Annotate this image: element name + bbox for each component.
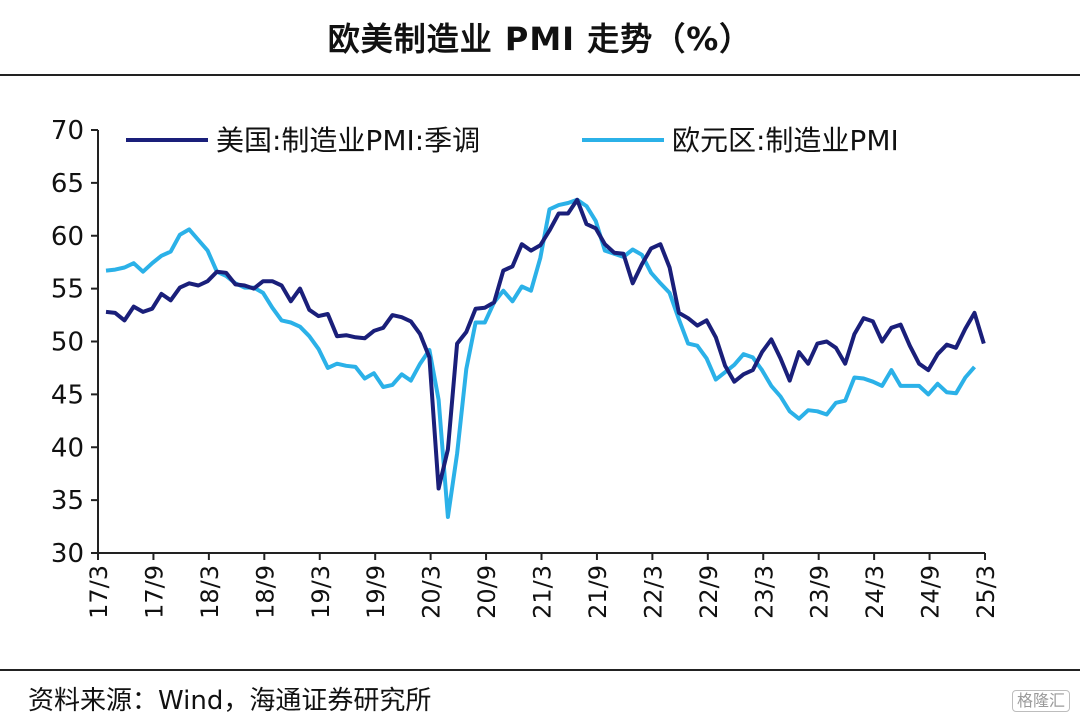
y-tick-label: 65 [51,169,84,199]
x-tick-label: 17/9 [140,565,168,619]
source-divider [0,669,1080,671]
y-tick-label: 55 [51,275,84,305]
legend: 美国:制造业PMI:季调 欧元区:制造业PMI [126,124,899,157]
x-tick-label: 17/3 [85,565,113,619]
chart-title: 欧美制造业 PMI 走势（%） [327,20,753,58]
x-tick-label: 20/9 [473,565,501,619]
y-tick-label: 60 [51,222,84,252]
x-tick-label: 19/3 [307,565,335,619]
y-tick-label: 40 [51,433,84,463]
x-tick-label: 18/3 [196,565,224,619]
watermark-logo: 格隆汇 [1011,690,1070,712]
legend-label: 欧元区:制造业PMI [672,124,899,157]
y-tick-label: 35 [51,486,84,516]
y-tick-label: 30 [51,539,84,569]
x-tick-label: 20/3 [418,565,446,619]
x-tick-label: 22/3 [639,565,667,619]
title-divider [0,74,1080,76]
x-tick-label: 23/9 [806,565,834,619]
x-tick-label: 22/9 [695,565,723,619]
y-tick-label: 45 [51,380,84,410]
series-lines [105,197,986,519]
x-tick-label: 23/3 [750,565,778,619]
x-tick-label: 19/9 [362,565,390,619]
legend-label: 美国:制造业PMI:季调 [216,124,480,157]
y-tick-label: 70 [51,116,84,146]
x-tick-label: 25/3 [972,565,1000,619]
line-chart: 30 35 40 45 50 55 60 65 70 17/3 17/9 18/3 18/9 19/3 19… [51,116,1000,619]
x-tick-label: 21/3 [529,565,557,619]
x-tick-label: 18/9 [251,565,279,619]
x-tick-label: 21/9 [584,565,612,619]
x-tick-label: 24/3 [861,565,889,619]
source-note: 资料来源：Wind，海通证券研究所 [28,686,432,716]
x-tick-label: 24/9 [917,565,945,619]
y-tick-label: 50 [51,328,84,358]
series-line-us [105,197,986,491]
axes: 30 35 40 45 50 55 60 65 70 17/3 17/9 18/3 18/9 19/3 19… [51,116,1000,619]
